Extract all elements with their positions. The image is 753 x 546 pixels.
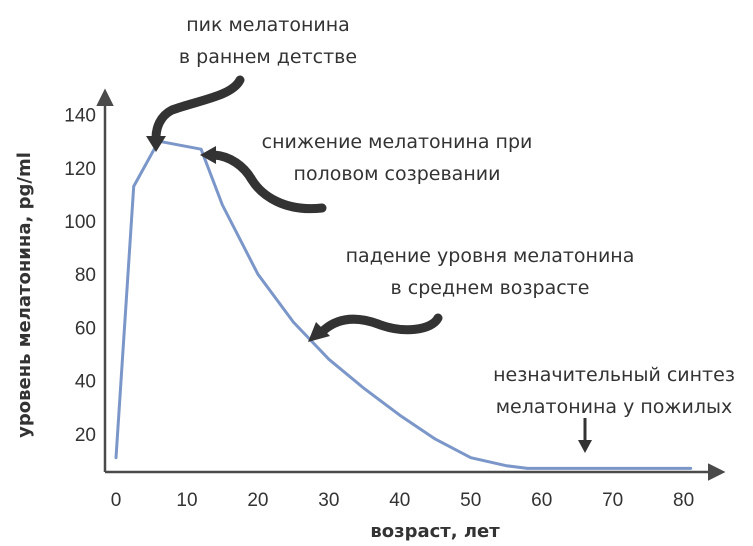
annotation-puberty-arrowhead	[200, 146, 216, 164]
y-tick-label: 140	[64, 106, 96, 127]
annotation-peak-line1: пик мелатонина	[186, 14, 350, 36]
x-tick-label: 70	[602, 490, 623, 511]
melatonin-level-line	[114, 139, 693, 470]
y-tick-label: 40	[75, 372, 96, 393]
annotation-middle-age: падение уровня мелатонина в среднем возр…	[308, 245, 634, 342]
x-tick-label: 80	[673, 490, 694, 511]
x-tick-label: 0	[111, 490, 122, 511]
annotation-elderly-line2: мелатонина у пожилых	[496, 396, 733, 418]
x-tick-label: 60	[531, 490, 552, 511]
y-tick-label: 80	[75, 265, 96, 286]
annotation-middle-age-line1: падение уровня мелатонина	[346, 245, 635, 267]
y-tick-label: 120	[64, 159, 96, 180]
x-tick-label: 50	[460, 490, 481, 511]
x-tick-label: 30	[318, 490, 339, 511]
annotation-elderly-line1: незначительный синтез	[493, 364, 735, 386]
annotation-puberty: снижение мелатонина при половом созреван…	[200, 131, 533, 214]
y-tick-label: 20	[75, 425, 96, 446]
annotation-puberty-arrow	[209, 150, 327, 214]
annotation-elderly-arrowhead	[578, 440, 592, 453]
annotation-middle-age-arrow	[319, 313, 443, 335]
annotation-middle-age-line2: в среднем возрасте	[391, 277, 590, 299]
annotation-puberty-line1: снижение мелатонина при	[262, 131, 533, 153]
annotation-puberty-line2: половом созревании	[294, 163, 501, 185]
annotation-middle-age-arrowhead	[308, 322, 330, 342]
x-tick-label: 40	[389, 490, 410, 511]
annotation-peak-arrow	[151, 75, 245, 143]
x-tick-label: 20	[247, 490, 268, 511]
annotation-peak: пик мелатонина в раннем детстве	[146, 14, 357, 152]
y-axis-title: уровень мелатонина, pg/ml	[14, 152, 35, 438]
annotation-elderly: незначительный синтез мелатонина у пожил…	[493, 364, 735, 453]
annotation-peak-arrowhead	[146, 136, 166, 152]
y-tick-label: 100	[64, 212, 96, 233]
x-tick-label: 10	[176, 490, 197, 511]
annotation-peak-line2: в раннем детстве	[179, 46, 357, 68]
x-axis-title: возраст, лет	[370, 521, 500, 542]
y-tick-label: 60	[75, 318, 96, 339]
